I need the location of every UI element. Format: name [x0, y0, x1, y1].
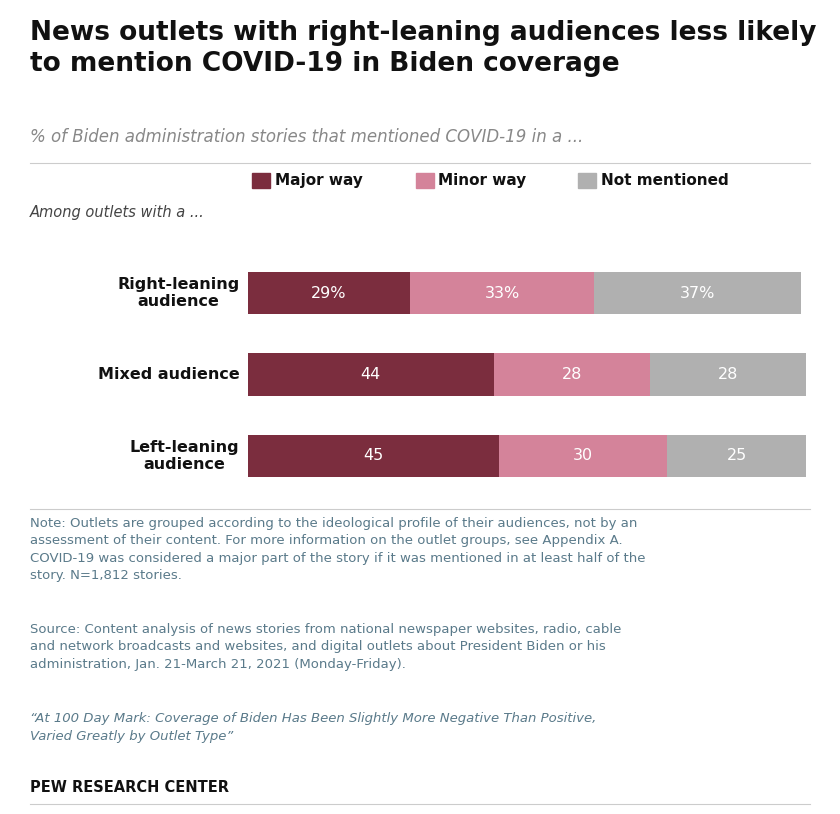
Bar [248, 272, 410, 314]
Text: % of Biden administration stories that mentioned COVID-19 in a ...: % of Biden administration stories that m… [30, 128, 584, 146]
Text: 25: 25 [727, 449, 747, 463]
Text: 28: 28 [718, 367, 738, 382]
Text: PEW RESEARCH CENTER: PEW RESEARCH CENTER [30, 780, 229, 794]
Text: News outlets with right-leaning audiences less likely
to mention COVID-19 in Bid: News outlets with right-leaning audience… [30, 20, 816, 77]
Text: Major way: Major way [275, 173, 363, 188]
Text: 44: 44 [360, 367, 381, 382]
Text: Among outlets with a ...: Among outlets with a ... [30, 205, 205, 220]
Text: 33%: 33% [485, 286, 520, 300]
Bar [667, 435, 806, 477]
Text: Minor way: Minor way [438, 173, 527, 188]
Text: Mixed audience: Mixed audience [97, 367, 239, 382]
Text: 30: 30 [573, 449, 593, 463]
Text: Not mentioned: Not mentioned [601, 173, 728, 188]
Bar [594, 272, 801, 314]
Text: “At 100 Day Mark: Coverage of Biden Has Been Slightly More Negative Than Positiv: “At 100 Day Mark: Coverage of Biden Has … [30, 712, 596, 742]
Text: Source: Content analysis of news stories from national newspaper websites, radio: Source: Content analysis of news stories… [30, 623, 622, 671]
Text: Left-leaning
audience: Left-leaning audience [129, 440, 239, 472]
Text: Note: Outlets are grouped according to the ideological profile of their audience: Note: Outlets are grouped according to t… [30, 517, 646, 582]
Bar [248, 435, 499, 477]
Bar [410, 272, 594, 314]
Bar [494, 353, 650, 396]
Text: Right-leaning
audience: Right-leaning audience [117, 277, 239, 309]
Bar [650, 353, 806, 396]
Bar [248, 353, 494, 396]
Text: 37%: 37% [680, 286, 715, 300]
Text: 28: 28 [562, 367, 582, 382]
Text: 29%: 29% [311, 286, 347, 300]
Bar [499, 435, 667, 477]
Text: 45: 45 [364, 449, 384, 463]
